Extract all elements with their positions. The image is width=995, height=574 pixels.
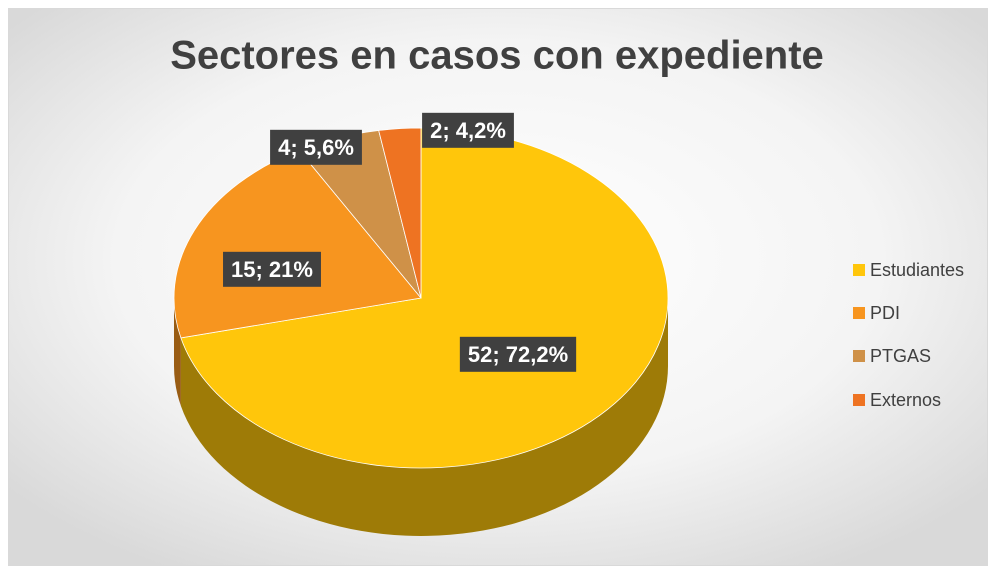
data-label: 15; 21% bbox=[231, 257, 313, 282]
data-label: 52; 72,2% bbox=[468, 342, 568, 367]
pie-slice bbox=[173, 149, 422, 339]
pie-slice bbox=[180, 127, 669, 469]
legend-label: PDI bbox=[870, 303, 900, 323]
legend-swatch bbox=[853, 394, 865, 406]
pie-side bbox=[180, 298, 668, 536]
data-label-box bbox=[422, 112, 514, 148]
pie-slice bbox=[378, 127, 422, 299]
legend-label: Estudiantes bbox=[870, 260, 964, 280]
legend-label: PTGAS bbox=[870, 346, 931, 366]
legend-label: Externos bbox=[870, 390, 941, 410]
legend-swatch bbox=[853, 264, 865, 276]
data-label-box bbox=[459, 336, 577, 372]
data-label: 2; 4,2% bbox=[430, 118, 506, 143]
data-label: 4; 5,6% bbox=[278, 135, 354, 160]
data-label-box bbox=[223, 251, 321, 287]
chart-title: Sectores en casos con expediente bbox=[170, 34, 824, 78]
legend-swatch bbox=[853, 350, 865, 362]
pie-side bbox=[174, 298, 181, 406]
legend-swatch bbox=[853, 307, 865, 319]
data-label-box bbox=[270, 129, 362, 165]
